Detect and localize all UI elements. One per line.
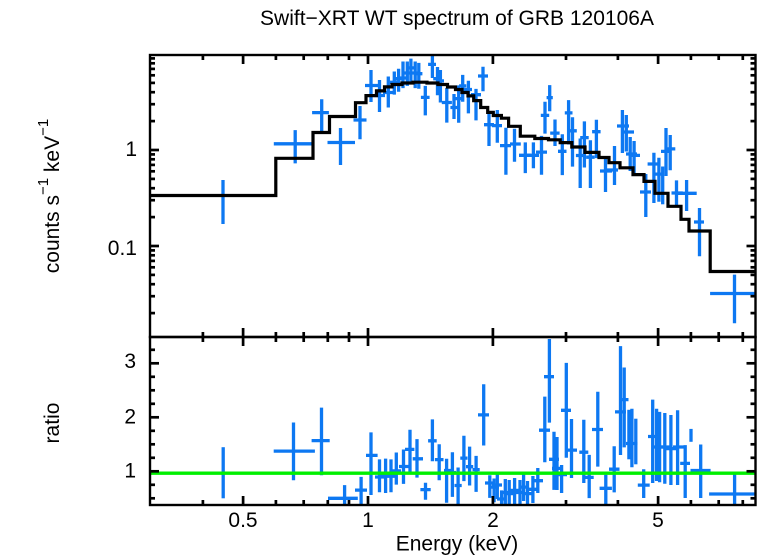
svg-text:Swift−XRT WT spectrum of GRB 1: Swift−XRT WT spectrum of GRB 120106A	[260, 7, 654, 30]
svg-text:5: 5	[652, 509, 664, 532]
svg-text:1: 1	[125, 138, 137, 161]
svg-text:3: 3	[124, 350, 136, 373]
svg-text:1: 1	[124, 460, 136, 483]
svg-text:1: 1	[362, 509, 374, 532]
svg-text:ratio: ratio	[41, 403, 64, 444]
svg-text:2: 2	[124, 406, 136, 429]
svg-text:0.5: 0.5	[228, 509, 257, 532]
svg-text:2: 2	[487, 509, 499, 532]
svg-text:Energy (keV): Energy (keV)	[396, 533, 519, 556]
svg-text:0.1: 0.1	[108, 237, 137, 260]
